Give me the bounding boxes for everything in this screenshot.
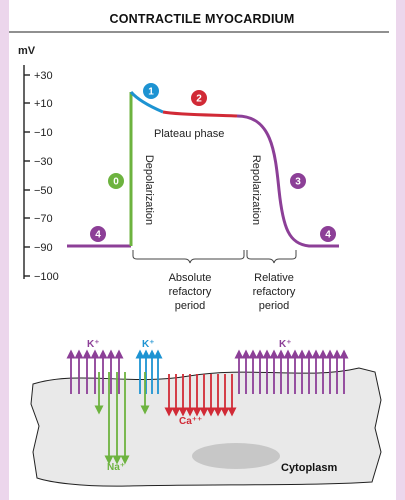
depolarization-label: Depolarization bbox=[143, 155, 155, 225]
y-tick-label: −30 bbox=[34, 156, 53, 168]
svg-text:period: period bbox=[259, 300, 290, 312]
phase-0-badge: 0 bbox=[108, 173, 124, 189]
phase-3-badge: 3 bbox=[290, 173, 306, 189]
y-tick-label: −100 bbox=[34, 271, 59, 283]
svg-text:4: 4 bbox=[325, 230, 331, 241]
svg-text:4: 4 bbox=[95, 230, 101, 241]
phase-2-badge: 2 bbox=[191, 90, 207, 106]
relative-refractory-label: Relative refactory period bbox=[253, 272, 296, 312]
absolute-refractory-brace bbox=[132, 250, 245, 264]
phase-1-badge: 1 bbox=[143, 83, 159, 99]
svg-text:1: 1 bbox=[148, 87, 154, 98]
plateau-phase-label: Plateau phase bbox=[154, 128, 224, 140]
svg-text:refactory: refactory bbox=[169, 286, 212, 298]
y-axis-ticks: +30 +10 −10 −30 −50 −70 −90 −100 bbox=[24, 70, 59, 283]
k-label-middle: K⁺ bbox=[142, 339, 155, 350]
cytoplasm-label: Cytoplasm bbox=[281, 462, 337, 474]
y-tick-label: +30 bbox=[34, 70, 53, 82]
na-label: Na⁺ bbox=[107, 462, 125, 473]
svg-text:Relative: Relative bbox=[254, 272, 294, 284]
svg-text:0: 0 bbox=[113, 177, 119, 188]
phase-3-and-4-segment bbox=[236, 114, 339, 248]
k-efflux-right-arrows bbox=[234, 349, 349, 394]
phase-2-segment bbox=[162, 110, 238, 118]
k-label-left: K⁺ bbox=[87, 339, 100, 350]
svg-text:Absolute: Absolute bbox=[169, 272, 212, 284]
ca-influx-arrows bbox=[164, 374, 237, 417]
phase-4-right-badge: 4 bbox=[320, 226, 336, 242]
phase-4-left-badge: 4 bbox=[90, 226, 106, 242]
k-label-right: K⁺ bbox=[279, 339, 292, 350]
y-tick-label: −90 bbox=[34, 242, 53, 254]
absolute-refractory-label: Absolute refactory period bbox=[169, 272, 212, 312]
k-efflux-left-arrows bbox=[66, 349, 124, 394]
figure-title: CONTRACTILE MYOCARDIUM bbox=[110, 12, 295, 26]
y-tick-label: +10 bbox=[34, 98, 53, 110]
repolarization-label: Repolarization bbox=[250, 155, 262, 225]
phase-1-segment bbox=[129, 90, 164, 114]
svg-text:period: period bbox=[175, 300, 206, 312]
relative-refractory-brace bbox=[246, 250, 297, 264]
svg-text:2: 2 bbox=[196, 94, 202, 105]
k-efflux-middle-arrows bbox=[135, 349, 163, 394]
y-tick-label: −70 bbox=[34, 213, 53, 225]
cytoplasm-organelle bbox=[192, 443, 280, 469]
y-axis-unit: mV bbox=[18, 45, 36, 57]
figure-panel: CONTRACTILE MYOCARDIUM mV +30 +10 −10 −30 −5… bbox=[9, 0, 396, 500]
y-tick-label: −10 bbox=[34, 127, 53, 139]
svg-text:3: 3 bbox=[295, 177, 301, 188]
y-tick-label: −50 bbox=[34, 185, 53, 197]
ca-label: Ca⁺⁺ bbox=[179, 416, 202, 427]
action-potential-diagram: CONTRACTILE MYOCARDIUM mV +30 +10 −10 −30 −5… bbox=[9, 12, 389, 487]
svg-text:refactory: refactory bbox=[253, 286, 296, 298]
na-influx-arrows bbox=[94, 372, 150, 465]
